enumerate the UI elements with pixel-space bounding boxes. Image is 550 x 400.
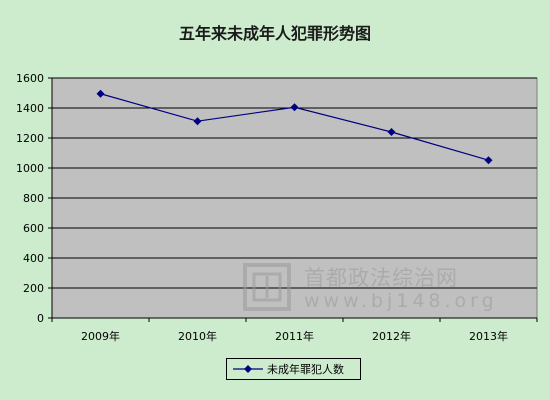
data-point — [96, 89, 105, 98]
chart-title: 五年来未成年人犯罪形势图 — [178, 24, 371, 43]
x-tick-label: 2012年 — [372, 329, 411, 343]
y-tick-label: 0 — [37, 312, 44, 325]
watermark: 首都政法综治网 www.bj148.org — [240, 258, 540, 322]
y-tick-label: 1600 — [16, 72, 44, 85]
data-point — [193, 117, 202, 126]
legend-label: 未成年罪犯人数 — [267, 363, 344, 376]
x-axis: 2009年 2010年 2011年 2012年 2013年 — [51, 317, 538, 343]
y-tick-label: 1200 — [16, 132, 44, 145]
x-tick-label: 2013年 — [469, 329, 508, 343]
y-tick-label: 400 — [23, 252, 44, 265]
y-tick-label: 1000 — [16, 162, 44, 175]
legend: 未成年罪犯人数 — [226, 358, 361, 380]
y-tick-label: 800 — [23, 192, 44, 205]
watermark-logo-icon — [243, 263, 291, 311]
x-tick-label: 2011年 — [275, 329, 314, 343]
x-tick-label: 2010年 — [178, 329, 217, 343]
legend-swatch — [233, 365, 263, 373]
data-point — [290, 103, 299, 112]
series-layer — [96, 89, 493, 165]
data-point — [484, 156, 493, 165]
y-tick-label: 200 — [23, 282, 44, 295]
x-tick-label: 2009年 — [81, 329, 120, 343]
watermark-name: 首都政法综治网 — [304, 266, 458, 290]
y-tick-label: 600 — [23, 222, 44, 235]
data-point — [387, 128, 396, 136]
watermark-url: www.bj148.org — [304, 290, 498, 312]
y-tick-label: 1400 — [16, 102, 44, 115]
y-axis: 0 200 400 600 800 1000 1200 1400 1600 — [16, 72, 53, 325]
